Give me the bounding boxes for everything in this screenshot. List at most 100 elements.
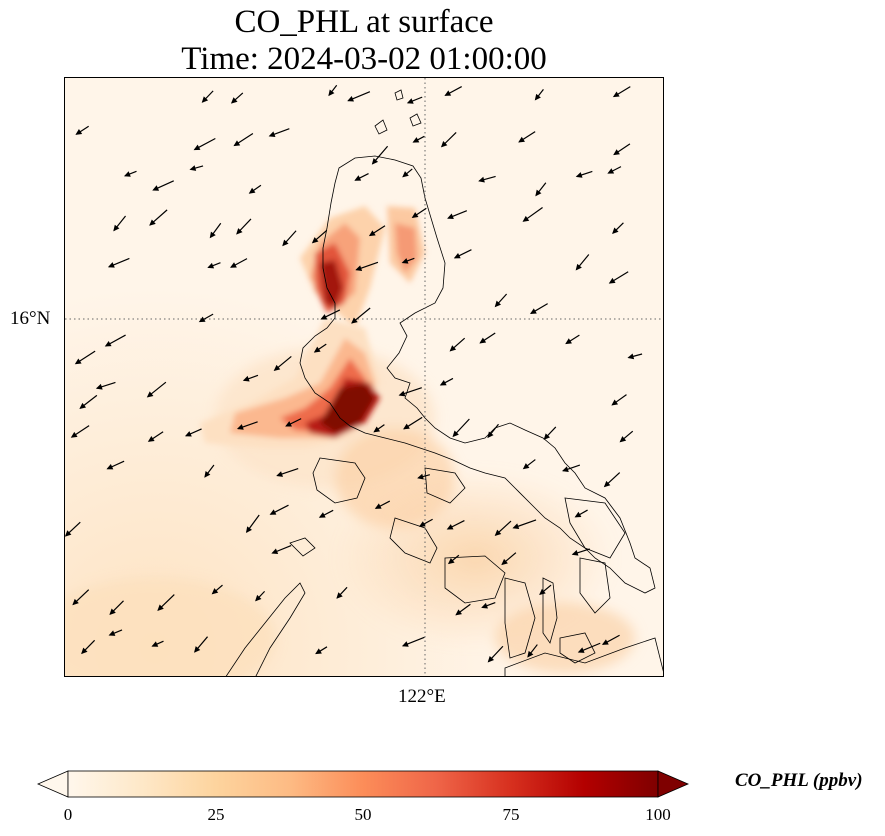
- wind-vector-arrowhead: [418, 521, 426, 527]
- luzon-coastline: [299, 155, 656, 594]
- wind-vector-arrowhead: [157, 604, 164, 611]
- colorbar-extend-max: [657, 770, 690, 798]
- map-panel: [64, 77, 664, 677]
- wind-vector-arrowhead: [577, 647, 585, 653]
- wind-vector-arrowhead: [479, 337, 487, 344]
- colorbar-tick-label: 50: [354, 805, 372, 824]
- wind-vector-arrowhead: [619, 436, 627, 443]
- wind-vector-arrowhead: [534, 93, 541, 101]
- wind-vector-arrowhead: [255, 594, 262, 602]
- map-title-line1: CO_PHL at surface: [234, 4, 494, 40]
- island-coastline: [289, 537, 316, 557]
- wind-vector-arrowhead: [518, 136, 525, 143]
- wind-vector-arrowhead: [522, 463, 530, 470]
- wind-vector-arrowhead: [65, 530, 72, 537]
- wind-vector-arrowhead: [401, 641, 409, 647]
- wind-vector-arrowhead: [354, 175, 362, 181]
- gridlines: [65, 78, 663, 676]
- wind-vector-arrowhead: [371, 158, 379, 165]
- wind-vector-arrowhead: [607, 168, 615, 174]
- wind-vector-arrowhead: [207, 262, 215, 269]
- wind-vector-arrowhead: [315, 648, 322, 655]
- wind-vector-arrowhead: [403, 423, 410, 430]
- island-coastline: [409, 113, 422, 127]
- wind-vector-arrowhead: [411, 212, 419, 218]
- latitude-tick-label: 16°N: [10, 308, 51, 329]
- wind-vector-arrowhead: [151, 641, 159, 647]
- wind-vector-arrowhead: [320, 314, 328, 320]
- wind-vector-arrowhead: [313, 346, 321, 353]
- wind-vector-arrowhead: [72, 598, 79, 606]
- wind-vector-arrowhead: [440, 140, 448, 148]
- wind-vector-arrowhead: [522, 215, 530, 222]
- wind-vector-arrowhead: [109, 608, 116, 615]
- wind-vector-arrowhead: [204, 471, 211, 478]
- wind-vector-arrowhead: [374, 503, 382, 509]
- wind-vector-arrowhead: [373, 426, 381, 433]
- wind-vector-arrowhead: [211, 588, 219, 595]
- wind-vector-arrowhead: [571, 549, 579, 556]
- wind-vector-arrowhead: [608, 277, 616, 284]
- wind-vector-arrowhead: [611, 399, 619, 406]
- island-coastline: [424, 467, 466, 504]
- wind-vector-arrowhead: [113, 224, 120, 232]
- wind-vector-arrowhead: [336, 592, 343, 599]
- wind-vector-arrowhead: [236, 424, 244, 430]
- wind-vector-arrowhead: [601, 639, 609, 645]
- colorbar-body: [67, 770, 659, 798]
- wind-vector-arrowhead: [209, 231, 216, 239]
- wind-vector-arrowhead: [230, 262, 237, 268]
- wind-vector-arrowhead: [108, 630, 116, 636]
- bohol-coastline: [559, 632, 596, 664]
- wind-vector-arrowhead: [543, 433, 551, 440]
- island-coastline: [394, 89, 404, 101]
- wind-vector-arrowhead: [512, 523, 520, 530]
- cebu-coastline: [542, 577, 558, 644]
- wind-vector-arrowhead: [446, 524, 454, 530]
- wind-vector-arrowhead: [198, 316, 206, 323]
- wind-vector-arrowhead: [481, 602, 488, 609]
- colorbar-tick-label: 25: [207, 805, 225, 824]
- wind-vector-arrowhead: [447, 557, 455, 565]
- wind-vectors: [65, 84, 643, 663]
- wind-vector-arrowhead: [79, 402, 87, 409]
- wind-vector-arrowhead: [455, 609, 462, 616]
- colorbar-tick-label: 100: [645, 805, 671, 824]
- wind-vector-arrowhead: [494, 300, 502, 308]
- wind-vector-arrowhead: [269, 509, 277, 515]
- wind-vector-arrowhead: [328, 89, 335, 97]
- wind-vector-arrowhead: [95, 383, 103, 390]
- colorbar-tick-label: 0: [63, 805, 73, 824]
- wind-vector-arrowhead: [70, 431, 78, 438]
- wind-vector-arrowhead: [106, 463, 114, 470]
- wind-vector-arrowhead: [603, 480, 611, 488]
- wind-vector-arrowhead: [487, 655, 495, 663]
- wind-vector-arrowhead: [245, 526, 252, 534]
- wind-vector-arrowhead: [368, 230, 376, 237]
- wind-vector-arrowhead: [529, 308, 537, 315]
- colorbar-label: CO_PHL (ppbv): [735, 770, 863, 791]
- mindanao-coastline: [504, 637, 663, 676]
- wind-vector-arrowhead: [501, 558, 508, 566]
- map-canvas: [65, 78, 663, 676]
- wind-vector-arrowhead: [527, 650, 534, 658]
- wind-vector-arrowhead: [613, 149, 620, 156]
- palawan-coastline: [225, 582, 306, 676]
- wind-vector-arrowhead: [242, 375, 250, 382]
- wind-vector-arrowhead: [487, 431, 494, 439]
- wind-vector-arrowhead: [575, 263, 582, 271]
- wind-vector-arrowhead: [285, 421, 292, 427]
- wind-vector-arrowhead: [565, 338, 572, 345]
- wind-vector-arrowhead: [406, 98, 414, 104]
- wind-vector-arrowhead: [75, 129, 83, 135]
- map-title-line2: Time: 2024-03-02 01:00:00: [181, 41, 547, 77]
- wind-vector-arrowhead: [401, 258, 409, 264]
- wind-vector-arrowhead: [147, 435, 155, 442]
- colorbar-extend-min: [36, 770, 69, 798]
- wind-vector-arrowhead: [271, 548, 279, 554]
- colorbar-tick-label: 75: [502, 805, 520, 824]
- wind-vector-arrowhead: [535, 189, 542, 197]
- wind-vector-arrowhead: [230, 97, 238, 104]
- wind-vector-arrowhead: [452, 430, 459, 438]
- co-plume-central: [200, 318, 380, 448]
